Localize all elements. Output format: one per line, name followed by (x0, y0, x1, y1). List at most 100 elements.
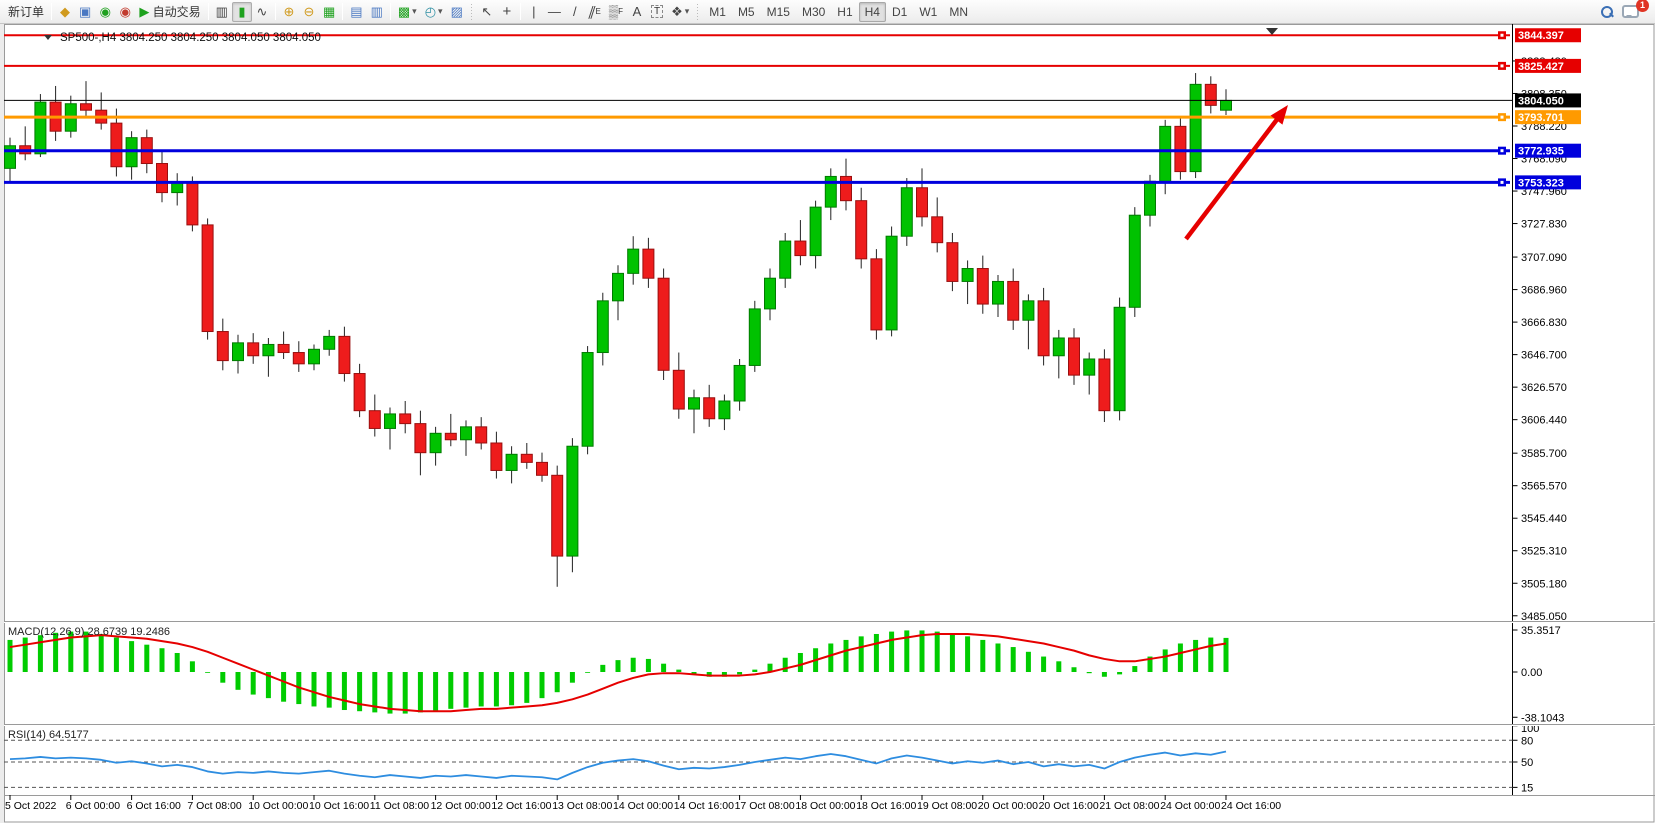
timeframe-m1-button[interactable]: M1 (703, 2, 732, 22)
candle-body (216, 331, 229, 362)
price-tick-label: 3646.700 (1521, 350, 1567, 362)
candle-body (672, 369, 685, 410)
time-tick-label: 6 Oct 00:00 (66, 800, 120, 812)
timeframe-d1-button[interactable]: D1 (886, 2, 913, 22)
trendline-tool-button[interactable]: / (565, 2, 585, 22)
candle-body (4, 145, 16, 169)
level-line-3772.935[interactable]: 3772.935 (4, 143, 1581, 158)
time-tick-label: 21 Oct 08:00 (1099, 800, 1159, 812)
macd-histogram-bar (341, 672, 347, 711)
timeframe-h4-button[interactable]: H4 (858, 1, 886, 22)
auto-trading-button[interactable]: ▶ 自动交易 (135, 2, 204, 22)
level-line-3825.427[interactable]: 3825.427 (4, 58, 1581, 73)
community-button[interactable]: ◉ (115, 2, 135, 22)
candle-body (262, 343, 275, 357)
level-price-badge (1515, 110, 1581, 125)
candlestick-chart-icon: ▮ (238, 4, 246, 19)
timeframe-m15-button[interactable]: M15 (761, 2, 796, 22)
macd-histogram-bar (22, 637, 28, 672)
community-icon: ◉ (119, 4, 131, 19)
one-click-trading-toggle-icon[interactable] (44, 35, 52, 40)
toolbar-grip[interactable] (696, 3, 701, 20)
bar-chart-icon: ▥ (215, 4, 228, 19)
dropdown-caret-icon: ▾ (438, 6, 443, 16)
timeframe-m30-button[interactable]: M30 (796, 2, 831, 22)
rsi-scale-label: 50 (1521, 757, 1533, 769)
zoom-out-button[interactable]: ⊖ (299, 2, 319, 22)
level-line-3793.701[interactable]: 3793.701 (4, 110, 1581, 125)
candle-body (384, 413, 396, 429)
toolbar-separator (51, 3, 53, 20)
new-chart-button[interactable]: ▩ ▾ (394, 2, 421, 22)
text-tool-button[interactable]: A (627, 2, 647, 22)
candlestick-chart-button[interactable]: ▮ (231, 1, 252, 22)
horizontal-line-tool-button[interactable]: — (544, 2, 565, 22)
chart-shift-marker-icon[interactable] (1266, 28, 1278, 35)
fibonacci-tool-button[interactable]: ▒ F (605, 2, 627, 22)
signals-button[interactable]: ◉ (95, 2, 115, 22)
timeframe-h1-button[interactable]: H1 (831, 2, 858, 22)
time-tick-label: 12 Oct 16:00 (491, 800, 551, 812)
market-watch-button[interactable]: ◆ (55, 2, 75, 22)
bar-chart-button[interactable]: ▥ (212, 2, 232, 22)
svg-text:3804.050: 3804.050 (1518, 95, 1564, 107)
channel-tool-button[interactable]: ∥ E (585, 2, 605, 22)
zoom-in-button[interactable]: ⊕ (279, 2, 299, 22)
svg-text:3772.935: 3772.935 (1518, 146, 1564, 158)
shapes-tool-button[interactable]: ❖ ▾ (667, 2, 693, 22)
svg-text:3844.397: 3844.397 (1518, 30, 1564, 42)
macd-histogram-bar (630, 657, 636, 672)
macd-histogram-bar (478, 672, 484, 707)
templates-button[interactable]: ▨ (447, 2, 467, 22)
time-tick-label: 20 Oct 00:00 (978, 800, 1038, 812)
crosshair-tool-button[interactable]: + (497, 2, 517, 22)
candle-body (946, 242, 959, 282)
macd-histogram-bar (433, 672, 439, 712)
toolbar-grip[interactable] (469, 3, 474, 20)
timeframe-mn-button[interactable]: MN (943, 2, 974, 22)
level-line-3753.323[interactable]: 3753.323 (4, 175, 1581, 190)
candle-body (1204, 83, 1217, 106)
search-button[interactable] (1596, 2, 1618, 22)
macd-histogram-bar (205, 672, 211, 673)
candle-body (1159, 125, 1172, 182)
candle-body (596, 300, 609, 354)
candle-body (1174, 125, 1187, 173)
periods-button[interactable]: ◴ ▾ (421, 2, 447, 22)
auto-trading-label: 自动交易 (152, 5, 201, 19)
tile-windows-button[interactable]: ▦ (319, 2, 339, 22)
arrange-right-button[interactable]: ▥ (367, 2, 387, 22)
virtual-hosting-button[interactable]: ▣ (75, 2, 95, 22)
timeframe-w1-button[interactable]: W1 (913, 2, 943, 22)
candle-body (1128, 214, 1141, 308)
chart-window[interactable]: 3828.4803808.3503788.2203768.0903747.960… (0, 24, 1655, 823)
time-tick-label: 10 Oct 16:00 (309, 800, 369, 812)
notifications-button[interactable]: 1 (1618, 0, 1649, 22)
line-chart-button[interactable]: ∿ (252, 2, 272, 22)
text-label-tool-button[interactable]: T (647, 2, 667, 22)
macd-histogram-bar (645, 658, 651, 672)
cursor-tool-button[interactable]: ↖ (477, 2, 497, 22)
macd-histogram-bar (281, 672, 287, 702)
new-order-button[interactable]: 新订单 (4, 2, 48, 22)
timeframe-m5-button[interactable]: M5 (732, 2, 761, 22)
macd-histogram-bar (372, 672, 378, 713)
candle-body (824, 175, 837, 208)
time-tick-label: 17 Oct 08:00 (735, 800, 795, 812)
candle-body (429, 432, 442, 454)
level-line-3844.397[interactable]: 3844.397 (4, 28, 1581, 43)
candle-body (809, 206, 822, 257)
macd-histogram-bar (752, 669, 758, 672)
macd-histogram-bar (1147, 656, 1153, 672)
macd-histogram-bar (828, 643, 834, 672)
arrange-left-button[interactable]: ▤ (346, 2, 366, 22)
macd-histogram-bar (68, 631, 74, 672)
time-axis[interactable]: 5 Oct 2022 6 Oct 00:00 6 Oct 16:00 7 Oct 08… (4, 795, 1655, 812)
candle-body (1144, 180, 1156, 216)
vertical-line-tool-button[interactable]: | (524, 2, 544, 22)
trend-arrow[interactable] (1184, 100, 1294, 241)
dropdown-caret-icon: ▾ (412, 6, 417, 16)
macd-histogram-bar (919, 630, 925, 672)
